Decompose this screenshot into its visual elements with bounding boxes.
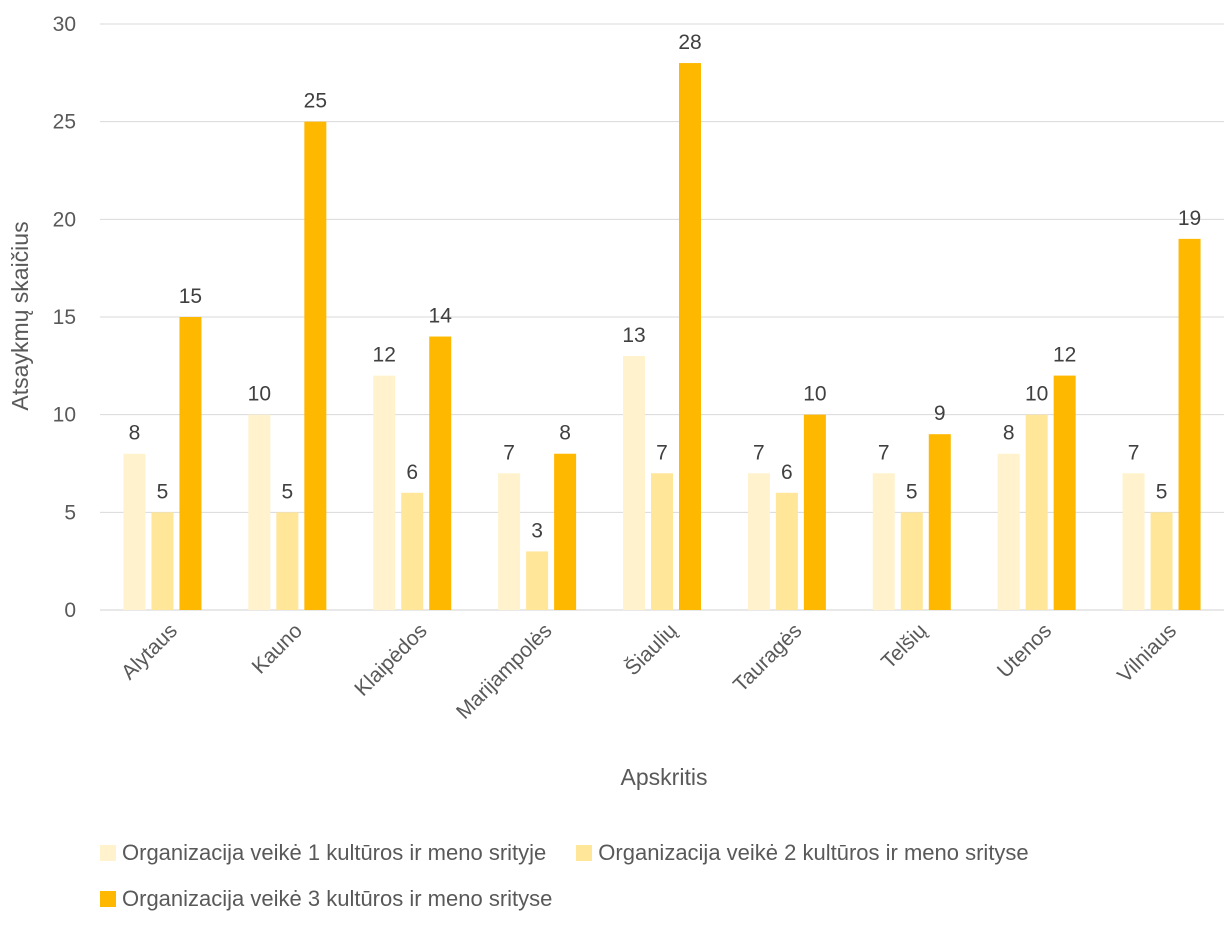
y-tick-label: 15 — [53, 306, 76, 329]
bar — [679, 63, 701, 611]
bar — [151, 512, 174, 610]
y-tick-label: 10 — [53, 404, 76, 427]
data-label: 28 — [678, 31, 701, 54]
bar — [803, 414, 826, 610]
x-tick-label: Šiaulių — [621, 619, 682, 680]
y-axis-title: Atsaykmų skaičius — [7, 221, 33, 410]
bar — [1178, 238, 1201, 610]
data-label: 14 — [429, 305, 453, 328]
x-tick-label: Kauno — [248, 619, 307, 678]
legend-swatch-series-2 — [576, 845, 593, 861]
bar — [554, 453, 577, 610]
x-axis-title: Apskritis — [621, 764, 708, 790]
x-tick-label: Klaipėdos — [350, 619, 431, 700]
data-label: 10 — [1025, 383, 1048, 406]
data-label: 5 — [1156, 480, 1168, 503]
data-label: 19 — [1178, 207, 1201, 230]
y-tick-label: 30 — [53, 13, 76, 36]
data-label: 12 — [373, 344, 396, 367]
bar — [304, 121, 327, 611]
data-label: 7 — [1128, 441, 1140, 464]
y-tick-label: 0 — [64, 599, 76, 622]
y-tick-label: 25 — [53, 111, 76, 134]
x-tick-label: Utenos — [993, 619, 1056, 682]
x-axis-ticks: Alytaus Kauno Klaipėdos Marijampolės Šiaulių… — [117, 619, 1181, 724]
bar — [900, 512, 923, 610]
legend-item-series-2: Organizacija veikė 2 kultūros ir meno sr… — [576, 840, 1029, 866]
bar — [498, 473, 521, 610]
bar — [1025, 414, 1048, 610]
legend-label-series-3: Organizacija veikė 3 kultūros ir meno sr… — [122, 886, 553, 911]
data-label: 7 — [656, 441, 668, 464]
x-tick-label: Telšių — [877, 619, 931, 673]
bar — [997, 453, 1020, 610]
data-label: 5 — [906, 480, 918, 503]
legend-label-series-2: Organizacija veikė 2 kultūros ir meno sr… — [598, 840, 1029, 865]
legend-item-series-1: Organizacija veikė 1 kultūros ir meno sr… — [100, 840, 546, 866]
x-tick-label: Alytaus — [117, 619, 182, 684]
legend: Organizacija veikė 1 kultūros ir meno sr… — [100, 838, 1224, 930]
y-tick-label: 20 — [53, 208, 76, 231]
bar — [623, 356, 645, 610]
data-label: 7 — [878, 441, 890, 464]
bar — [526, 551, 549, 610]
data-label: 5 — [157, 480, 169, 503]
data-label: 12 — [1053, 344, 1076, 367]
y-axis-ticks: 0 5 10 15 20 25 30 — [53, 13, 76, 622]
data-label: 7 — [503, 441, 515, 464]
data-label: 13 — [622, 324, 645, 347]
data-label: 8 — [129, 422, 141, 445]
bar — [928, 434, 951, 610]
data-label: 6 — [406, 461, 418, 484]
bar — [747, 473, 770, 610]
data-label: 15 — [179, 285, 202, 308]
bar — [872, 473, 895, 610]
bars — [123, 63, 1201, 611]
bar — [1150, 512, 1173, 610]
data-label: 9 — [934, 402, 946, 425]
data-label: 8 — [1003, 422, 1015, 445]
bar — [401, 492, 424, 610]
x-tick-label: Marijampolės — [452, 619, 557, 724]
legend-label-series-1: Organizacija veikė 1 kultūros ir meno sr… — [122, 840, 547, 865]
bar — [775, 492, 798, 610]
bar — [651, 473, 673, 610]
data-label: 5 — [281, 480, 293, 503]
bar — [276, 512, 299, 610]
data-label: 7 — [753, 441, 765, 464]
bar — [1122, 473, 1145, 610]
bar — [123, 453, 146, 610]
bar — [429, 336, 452, 610]
data-label: 3 — [531, 519, 543, 542]
data-label: 10 — [803, 383, 826, 406]
legend-swatch-series-3 — [100, 891, 116, 907]
bar — [373, 375, 396, 610]
bar — [248, 414, 271, 610]
bar — [179, 317, 202, 610]
legend-item-series-3: Organizacija veikė 3 kultūros ir meno sr… — [100, 886, 552, 912]
y-tick-label: 5 — [64, 501, 76, 524]
x-tick-label: Tauragės — [729, 619, 806, 696]
data-label: 6 — [781, 461, 793, 484]
data-label: 25 — [304, 90, 327, 113]
data-label: 10 — [248, 383, 271, 406]
x-tick-label: Vilniaus — [1113, 619, 1181, 687]
data-label: 8 — [559, 422, 571, 445]
legend-swatch-series-1 — [100, 845, 116, 861]
bar — [1053, 375, 1076, 610]
